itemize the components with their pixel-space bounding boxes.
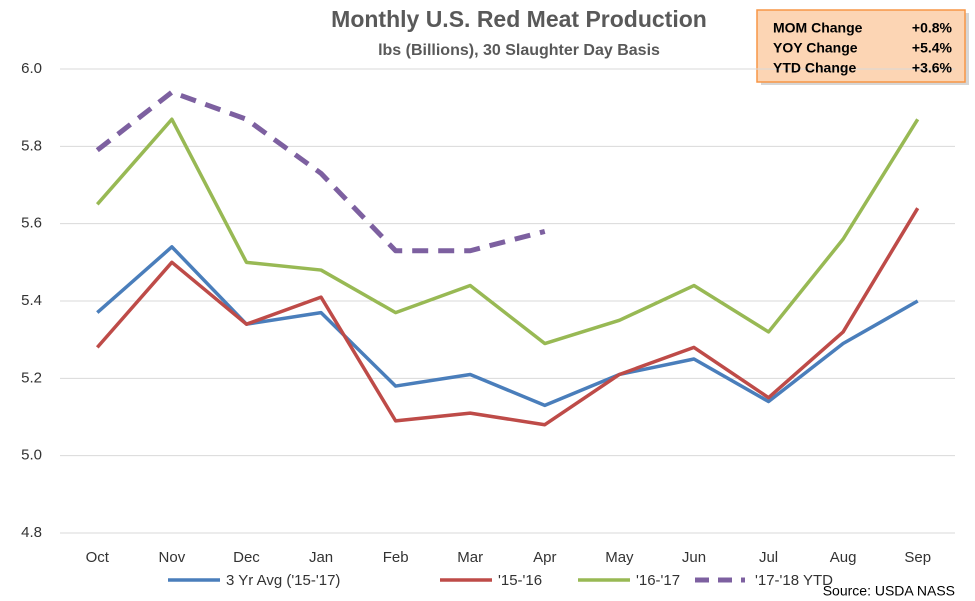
y-tick-label: 5.4 bbox=[21, 292, 42, 309]
series-line bbox=[96, 245, 919, 408]
x-tick-label: Apr bbox=[533, 549, 556, 566]
x-tick-label: Jun bbox=[682, 549, 706, 566]
x-tick-label: Dec bbox=[233, 549, 260, 566]
summary-label: YTD Change bbox=[773, 60, 856, 76]
series-line bbox=[95, 89, 546, 254]
summary-value: +5.4% bbox=[912, 40, 953, 56]
summary-box bbox=[756, 9, 966, 83]
summary-label: YOY Change bbox=[773, 40, 858, 56]
x-tick-label: Jul bbox=[759, 549, 778, 566]
x-tick-label: Jan bbox=[309, 549, 333, 566]
legend-label: 3 Yr Avg ('15-'17) bbox=[226, 572, 340, 589]
series-line bbox=[95, 117, 920, 346]
summary-label: MOM Change bbox=[773, 20, 863, 36]
x-tick-label: Feb bbox=[383, 549, 409, 566]
y-tick-label: 4.8 bbox=[21, 524, 42, 541]
x-tick-label: May bbox=[605, 549, 634, 566]
x-tick-label: Aug bbox=[830, 549, 857, 566]
chart-title: Monthly U.S. Red Meat Production bbox=[331, 6, 707, 32]
y-tick-label: 5.0 bbox=[21, 447, 42, 464]
y-tick-label: 6.0 bbox=[21, 60, 42, 77]
y-tick-label: 5.6 bbox=[21, 215, 42, 232]
legend-label: '15-'16 bbox=[498, 572, 542, 589]
x-tick-label: Sep bbox=[904, 549, 931, 566]
x-tick-label: Oct bbox=[86, 549, 110, 566]
summary-value: +0.8% bbox=[912, 20, 953, 36]
series-line bbox=[95, 207, 920, 427]
legend-label: '16-'17 bbox=[636, 572, 680, 589]
summary-value: +3.6% bbox=[912, 60, 953, 76]
source: Source: USDA NASS bbox=[823, 583, 955, 599]
x-tick-label: Mar bbox=[457, 549, 483, 566]
legend-label: '17-'18 YTD bbox=[755, 572, 833, 589]
y-tick-label: 5.2 bbox=[21, 369, 42, 386]
chart-subtitle: lbs (Billions), 30 Slaughter Day Basis bbox=[378, 42, 660, 59]
y-tick-label: 5.8 bbox=[21, 137, 42, 154]
x-tick-label: Nov bbox=[159, 549, 186, 566]
